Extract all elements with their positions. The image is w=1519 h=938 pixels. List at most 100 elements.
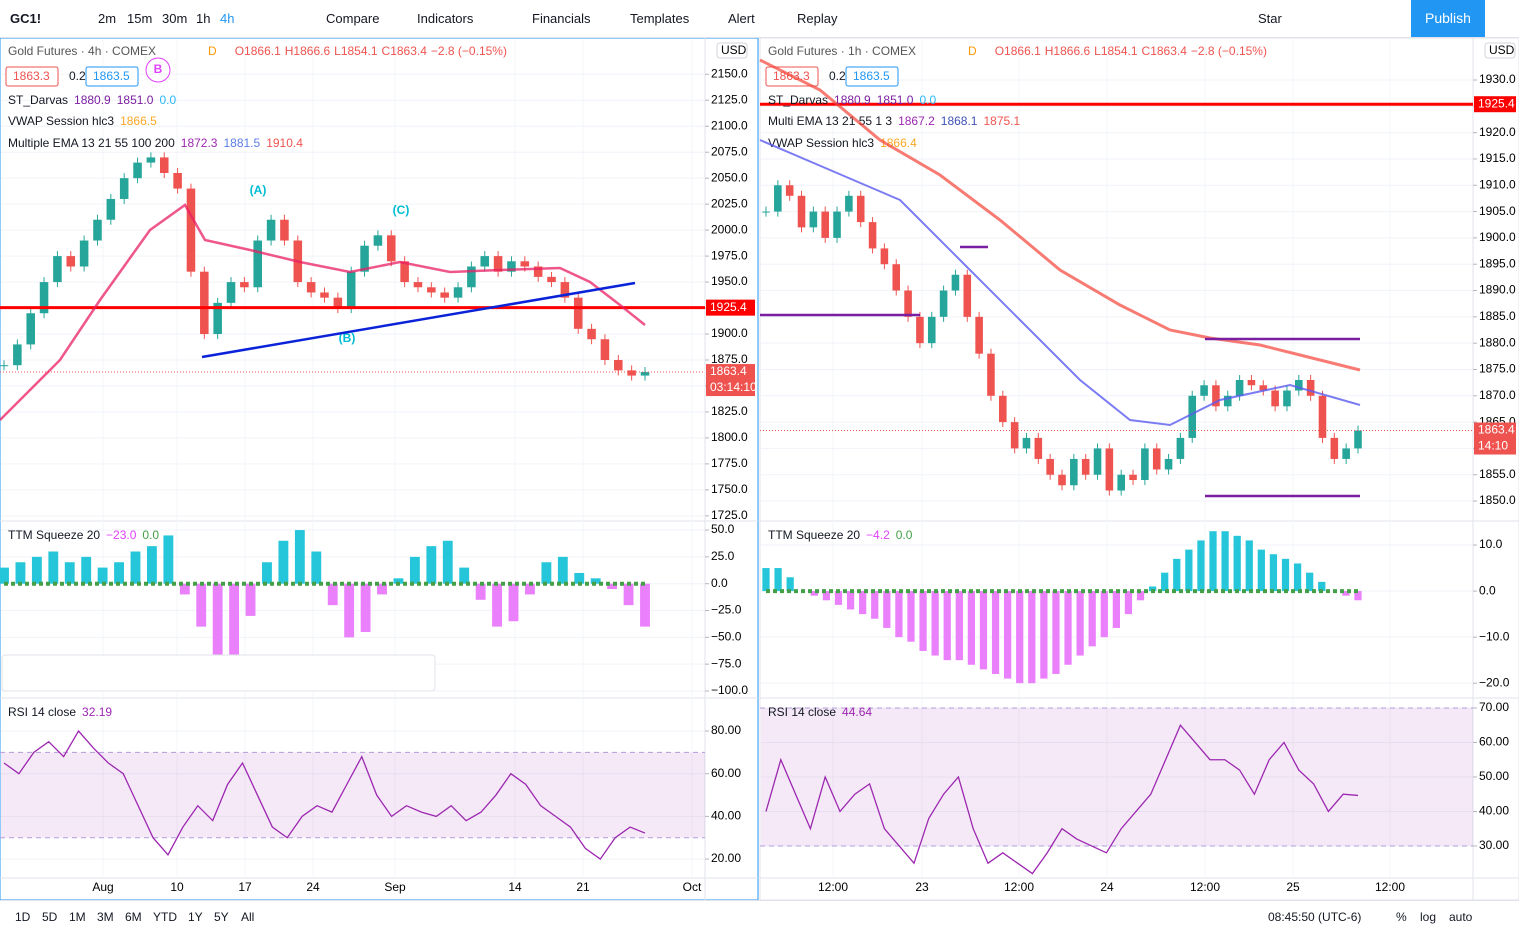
top-toolbar: GC1! 2m 15m 30m 1h 4h Compare Indicators…	[0, 0, 1519, 38]
squeeze-bar	[1052, 591, 1060, 674]
squeeze-bar	[1016, 591, 1024, 684]
darvas-box	[760, 245, 1360, 498]
indicator-value: 1872.3	[181, 136, 218, 150]
squeeze-bar	[574, 572, 585, 584]
interval[interactable]: 15m	[127, 11, 153, 26]
range[interactable]: YTD	[153, 910, 177, 924]
y-tick-label: −20.0	[1479, 675, 1510, 689]
y-tick-label: 2050.0	[711, 170, 748, 184]
candle	[1176, 437, 1185, 459]
candle	[1058, 474, 1066, 486]
x-tick-label: Aug	[92, 880, 113, 894]
range[interactable]: 5Y	[214, 910, 229, 924]
indicator-name: RSI 14 close	[8, 705, 76, 719]
percent[interactable]: %	[1396, 910, 1407, 924]
candle	[306, 282, 316, 293]
interval[interactable]: 4h	[220, 11, 235, 26]
range[interactable]: All	[241, 910, 255, 924]
candle	[880, 248, 889, 265]
range[interactable]: 1D	[15, 910, 31, 924]
squeeze-bar	[607, 583, 618, 590]
button[interactable]: Indicators	[417, 11, 474, 26]
rsi-line	[765, 724, 1359, 875]
squeeze-bar	[1318, 581, 1326, 592]
x-tick-label: 23	[915, 880, 929, 894]
squeeze-bar	[245, 583, 256, 616]
squeeze-bar	[1064, 591, 1072, 665]
y-tick-label: 1855.0	[1479, 467, 1516, 481]
button[interactable]: Templates	[630, 11, 690, 26]
bottom-toolbar: 1D 5D 1M 3M 6M YTD 1Y 5Y All 08:45:50 (U…	[0, 900, 1519, 938]
candle	[53, 256, 62, 283]
auto[interactable]: auto	[1449, 910, 1473, 924]
y-tick-label: 1920.0	[1479, 125, 1516, 139]
button[interactable]: Financials	[532, 11, 591, 26]
ohlc: L1854.1	[334, 44, 378, 58]
x-tick-label: 24	[306, 880, 320, 894]
squeeze-bar	[1112, 591, 1120, 628]
range[interactable]: 1Y	[188, 910, 203, 924]
candle	[0, 365, 9, 367]
squeeze-bar	[1100, 591, 1108, 638]
range[interactable]: 6M	[125, 910, 142, 924]
charts: Aug 10 17 24 Sep 14 21 Oct 2150.0 2125.0 2100.0 207…	[0, 37, 1519, 900]
y-tick-label: 40.00	[711, 809, 741, 823]
interval[interactable]: 1h	[196, 11, 211, 26]
range[interactable]: 5D	[42, 910, 58, 924]
candle	[253, 240, 263, 288]
ohlc: O1866.1	[235, 44, 281, 58]
squeeze-bar	[1257, 549, 1265, 592]
range[interactable]: 3M	[97, 910, 114, 924]
squeeze-bar	[931, 591, 939, 656]
squeeze-bar	[146, 546, 157, 584]
y-tick-label: 60.00	[711, 766, 741, 780]
x-tick-label: Sep	[384, 880, 406, 894]
timer-label: 14:10	[1478, 439, 1508, 453]
squeeze-bar	[1354, 591, 1362, 601]
squeeze-bar	[1293, 563, 1302, 592]
y-tick-label: 50.00	[1479, 769, 1509, 783]
y-tick-label: 2125.0	[711, 92, 748, 106]
indicator-value: 1910.4	[266, 136, 303, 150]
x-tick-label: Oct	[683, 880, 702, 894]
button[interactable]: Alert	[728, 11, 755, 26]
y-tick-label: −100.0	[711, 683, 748, 697]
candle	[13, 344, 22, 366]
layout[interactable]: Star	[1258, 11, 1282, 26]
squeeze-bar	[492, 583, 503, 627]
squeeze-bar	[360, 583, 371, 632]
interval[interactable]: 30m	[162, 11, 188, 26]
candle	[1093, 448, 1102, 475]
squeeze-bar	[810, 591, 818, 596]
candle	[480, 256, 490, 267]
indicator-name: Multiple EMA 13 21 55 100 200	[8, 136, 175, 150]
indicator-name: TTM Squeeze 20	[8, 528, 100, 542]
candle	[963, 274, 972, 317]
wave-label: (A)	[250, 183, 267, 197]
log[interactable]: log	[1420, 910, 1437, 924]
y-tick-label: 1775.0	[711, 456, 748, 470]
candle	[1105, 448, 1114, 491]
squeeze-bar	[943, 591, 951, 661]
ema-line	[759, 58, 1361, 372]
candle	[821, 211, 829, 238]
candle	[927, 316, 936, 344]
squeeze-bar	[1221, 531, 1229, 592]
interval[interactable]: 2m	[98, 11, 117, 26]
candle	[427, 287, 436, 293]
range[interactable]: 1M	[69, 910, 86, 924]
y-tick-label: 2075.0	[711, 144, 748, 158]
candle	[833, 211, 841, 238]
candle	[1152, 448, 1161, 470]
quote: 0.2	[829, 69, 846, 83]
squeeze-bar	[590, 578, 601, 584]
candle	[146, 157, 156, 163]
candle	[520, 261, 530, 267]
publish[interactable]: Publish	[1411, 0, 1485, 37]
button[interactable]: Compare	[326, 11, 380, 26]
button[interactable]: Replay	[797, 11, 838, 26]
wave-circle	[145, 57, 171, 83]
candle	[1330, 437, 1339, 459]
wave-label: B	[154, 62, 163, 76]
symbol[interactable]: GC1!	[10, 11, 42, 26]
